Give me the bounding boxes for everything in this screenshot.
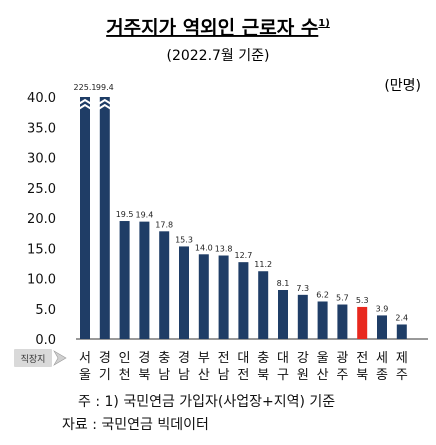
chart-title-text: 거주지가 역외인 근로자 수 (106, 17, 318, 39)
x-tick-label: 전 (218, 351, 230, 366)
x-tick-label: 경 (138, 351, 150, 366)
bar-value-label: 5.3 (356, 296, 369, 305)
x-tick-label: 남 (178, 368, 190, 383)
y-tick-label: 10.0 (27, 273, 56, 288)
x-tick-label: 대 (277, 351, 289, 366)
bar-value-label: 3.9 (376, 304, 389, 313)
bar-value-label: 11.2 (254, 260, 272, 269)
bar-value-label: 5.7 (336, 294, 349, 303)
y-tick-label: 5.0 (35, 303, 56, 318)
y-axis: 0.0 5.0 10.0 15.0 20.0 25.0 30.0 35.0 40.0 (27, 91, 56, 348)
axis-break-mark (96, 103, 114, 111)
bar (278, 289, 288, 339)
x-tick-label: 광 (336, 351, 348, 366)
axis-break-mark (96, 98, 114, 106)
x-tick-label: 원 (297, 368, 309, 383)
x-tick-label: 남 (158, 368, 170, 383)
axis-break-marks (76, 98, 114, 111)
bar (159, 231, 170, 339)
bar (238, 262, 249, 339)
footnote: 주 : 1) 국민연금 가입자(사업장+지역) 기준 (78, 394, 335, 410)
x-tick-label: 강 (297, 351, 309, 366)
x-tick-label: 남 (218, 368, 230, 383)
chart-title: 거주지가 역외인 근로자 수1) (106, 17, 330, 39)
x-tick-label: 주 (336, 368, 348, 383)
unit-label: (만명) (384, 78, 421, 94)
bar-value-label: 15.3 (175, 235, 193, 244)
chart-title-note: 1) (318, 18, 330, 29)
bar (317, 301, 328, 339)
x-axis-caption-box (14, 349, 52, 367)
y-tick-label: 0.0 (35, 333, 56, 348)
x-tick-label: 주 (396, 368, 408, 383)
x-tick-label: 부 (198, 351, 210, 366)
bar (119, 221, 130, 339)
x-tick-label: 세 (376, 351, 388, 366)
y-tick-label: 35.0 (27, 121, 56, 136)
bar (297, 294, 308, 339)
bar (258, 271, 269, 339)
value-labels-group: 225.1 99.4 19.5 19.417.815.314.0 13.812.711.… (74, 83, 409, 322)
source-note: 자료 : 국민연금 빅데이터 (62, 417, 209, 433)
x-tick-label: 구 (277, 368, 289, 383)
bar-value-label: 12.7 (234, 251, 252, 260)
x-tick-label: 전 (237, 368, 249, 383)
x-tick-label: 충 (257, 351, 269, 366)
x-tick-label: 종 (376, 368, 388, 383)
x-axis-caption-group: 직장지 (14, 349, 67, 367)
bars-group (80, 97, 407, 339)
bar-value-label: 19.5 (116, 210, 134, 219)
x-tick-label: 인 (119, 351, 131, 366)
bar (377, 315, 387, 339)
bar (357, 306, 368, 339)
caption-arrow-icon (53, 350, 67, 366)
x-tick-label: 서 (79, 351, 91, 366)
axis-break-mark (76, 103, 94, 111)
bar (396, 324, 407, 339)
x-tick-label: 경 (99, 351, 111, 366)
x-tick-label: 기 (99, 368, 111, 383)
axis-break-mark (76, 98, 94, 106)
x-tick-label: 산 (317, 368, 329, 383)
bar-value-label: 8.1 (277, 279, 290, 288)
x-tick-label: 경 (178, 351, 190, 366)
x-axis-caption: 직장지 (21, 354, 46, 365)
bar (139, 221, 150, 339)
x-tick-label: 제 (396, 351, 408, 366)
bar-value-label: 6.2 (316, 290, 329, 299)
bar-value-label: 2.4 (395, 313, 408, 322)
x-tick-label: 울 (79, 368, 91, 383)
bar (99, 97, 110, 339)
bar-value-label: 19.4 (135, 211, 153, 220)
y-tick-label: 30.0 (27, 152, 56, 167)
bar-value-label: 13.8 (215, 245, 233, 254)
chart-subtitle: (2022.7월 기준) (166, 48, 269, 64)
x-tick-label: 북 (138, 368, 150, 383)
y-tick-label: 20.0 (27, 212, 56, 227)
y-tick-label: 40.0 (27, 91, 56, 106)
bar (218, 255, 229, 339)
bar-value-label: 17.8 (155, 220, 173, 229)
x-tick-label: 북 (356, 368, 368, 383)
bar-value-label: 225.1 (74, 83, 97, 92)
x-tick-label: 천 (119, 368, 131, 383)
bar (337, 304, 348, 339)
x-tick-label: 북 (257, 368, 269, 383)
bar (179, 246, 189, 339)
x-tick-label: 전 (356, 351, 368, 366)
x-tick-label: 울 (317, 351, 329, 366)
bar-value-label: 99.4 (96, 83, 114, 92)
x-tick-label: 충 (158, 351, 170, 366)
bar (198, 254, 209, 339)
bar-value-label: 14.0 (195, 243, 213, 252)
y-tick-label: 25.0 (27, 182, 56, 197)
bar-value-label: 7.3 (296, 284, 309, 293)
bar (80, 97, 90, 339)
x-tick-label: 산 (198, 368, 210, 383)
y-tick-label: 15.0 (27, 242, 56, 257)
x-tick-label: 대 (237, 351, 249, 366)
